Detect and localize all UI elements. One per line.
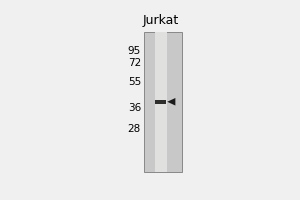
Text: 55: 55	[128, 77, 141, 87]
Text: 95: 95	[128, 46, 141, 56]
Text: 36: 36	[128, 103, 141, 113]
Bar	[155, 100, 166, 104]
Text: Jurkat: Jurkat	[142, 14, 179, 27]
Bar	[145, 32, 182, 172]
Text: 72: 72	[128, 58, 141, 68]
Bar	[155, 32, 167, 172]
Text: 28: 28	[128, 124, 141, 134]
Polygon shape	[167, 98, 176, 106]
